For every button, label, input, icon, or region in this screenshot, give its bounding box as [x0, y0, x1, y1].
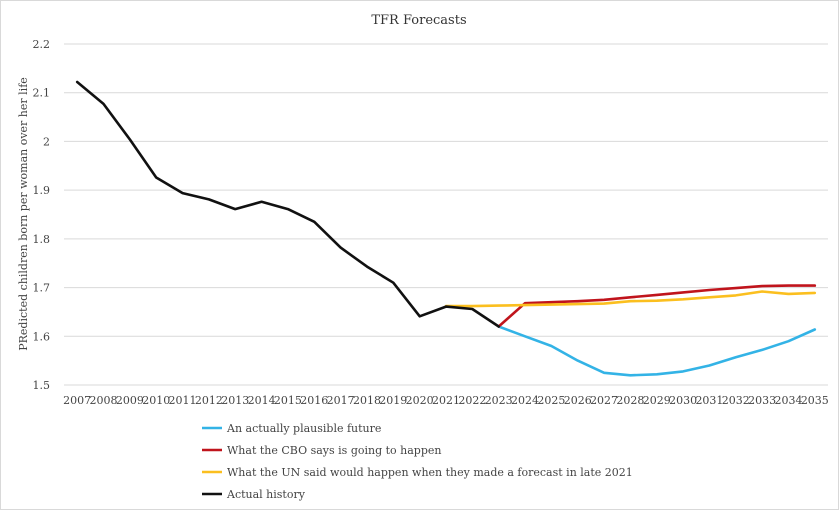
x-tick-label: 2035 — [801, 394, 829, 407]
x-tick-label: 2009 — [116, 394, 144, 407]
x-tick-label: 2029 — [643, 394, 671, 407]
x-tick-label: 2027 — [590, 394, 618, 407]
y-tick-label: 1.7 — [33, 282, 51, 295]
legend: An actually plausible future What the CBO… — [202, 422, 633, 501]
x-tick-label: 2022 — [458, 394, 486, 407]
legend-label: An actually plausible future — [226, 422, 381, 435]
x-tick-label: 2017 — [327, 394, 355, 407]
legend-label: What the UN said would happen when they … — [227, 466, 633, 479]
y-tick-label: 1.5 — [33, 379, 51, 392]
y-tick-label: 1.9 — [33, 184, 51, 197]
y-tick-label: 2 — [43, 135, 50, 148]
x-tick-label: 2011 — [169, 394, 197, 407]
x-tick-label: 2026 — [564, 394, 592, 407]
x-tick-label: 2032 — [722, 394, 750, 407]
x-tick-label: 2012 — [195, 394, 223, 407]
series-line-1 — [497, 284, 817, 328]
x-tick-label: 2016 — [300, 394, 328, 407]
x-tick-label: 2015 — [274, 394, 302, 407]
x-tick-label: 2030 — [669, 394, 697, 407]
x-tick-label: 2010 — [142, 394, 170, 407]
x-tick-label: 2028 — [616, 394, 644, 407]
x-tick-label: 2034 — [774, 394, 802, 407]
series-lines — [75, 80, 817, 377]
series-line-2 — [444, 290, 817, 308]
x-tick-label: 2020 — [406, 394, 434, 407]
x-tick-label: 2014 — [248, 394, 276, 407]
x-tick-label: 2023 — [485, 394, 513, 407]
x-tick-label: 2031 — [695, 394, 723, 407]
x-tick-label: 2024 — [511, 394, 539, 407]
legend-label: Actual history — [226, 488, 306, 501]
y-tick-label: 1.8 — [33, 233, 51, 246]
x-tick-label: 2021 — [432, 394, 460, 407]
y-tick-label: 2.1 — [33, 87, 51, 100]
x-tick-label: 2008 — [90, 394, 118, 407]
x-tick-label: 2025 — [537, 394, 565, 407]
x-tick-label: 2033 — [748, 394, 776, 407]
y-tick-labels: 2.2 2.1 2 1.9 1.8 1.7 1.6 1.5 — [33, 38, 51, 392]
gridlines — [64, 43, 828, 386]
y-tick-label: 2.2 — [33, 38, 51, 51]
x-tick-label: 2013 — [221, 394, 249, 407]
x-tick-label: 2007 — [63, 394, 91, 407]
x-tick-label: 2018 — [353, 394, 381, 407]
x-tick-label: 2019 — [379, 394, 407, 407]
y-axis-label: PRedicted children born per woman over h… — [17, 77, 30, 351]
chart-title: TFR Forecasts — [371, 13, 466, 28]
legend-label: What the CBO says is going to happen — [227, 444, 441, 457]
x-tick-labels: 2007200820092010201120122013201420152016… — [63, 394, 829, 407]
series-line-0 — [497, 325, 817, 377]
y-tick-label: 1.6 — [33, 330, 51, 343]
series-line-3 — [75, 80, 501, 328]
